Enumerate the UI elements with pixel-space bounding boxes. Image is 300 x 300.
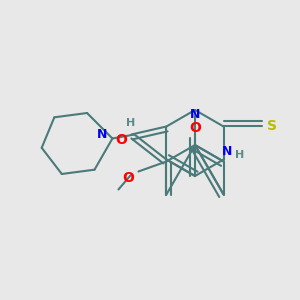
Text: O: O: [189, 121, 201, 135]
Text: H: H: [235, 151, 244, 160]
Text: O: O: [116, 133, 128, 146]
Text: N: N: [221, 145, 232, 158]
Text: H: H: [126, 118, 135, 128]
Text: O: O: [122, 170, 134, 184]
Text: S: S: [267, 119, 277, 134]
Text: N: N: [190, 107, 200, 121]
Text: N: N: [97, 128, 108, 141]
